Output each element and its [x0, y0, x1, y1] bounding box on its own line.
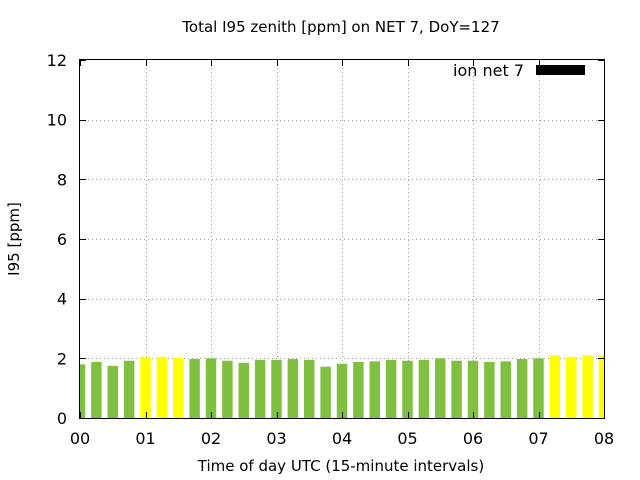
grid [80, 60, 604, 418]
y-axis-label: I95 [ppm] [5, 202, 23, 276]
bar [500, 361, 511, 418]
y-tick-label: 4 [57, 290, 67, 309]
bars [80, 355, 604, 418]
bar [254, 359, 266, 418]
bar [353, 361, 364, 418]
bar [271, 359, 282, 418]
x-tick-label: 07 [528, 429, 548, 448]
bar [369, 361, 380, 418]
x-tick-label: 00 [70, 429, 90, 448]
y-tick-label: 6 [57, 230, 67, 249]
y-tick-label: 8 [57, 170, 67, 189]
bar [304, 359, 315, 418]
legend: ion net 7 [453, 61, 585, 80]
y-tick-label: 0 [57, 409, 67, 428]
bar [205, 358, 217, 418]
bar [582, 355, 593, 418]
x-tick-label: 06 [463, 429, 483, 448]
bar [549, 355, 561, 418]
bar [435, 358, 446, 418]
bar [402, 360, 413, 418]
bar [566, 356, 577, 418]
bar [467, 360, 479, 418]
bar [107, 365, 118, 418]
y-tick-label: 2 [57, 349, 67, 368]
bar [156, 356, 168, 418]
x-tick-label: 03 [266, 429, 286, 448]
legend-label: ion net 7 [453, 61, 524, 80]
plot-frame [79, 59, 605, 419]
bar [533, 358, 544, 418]
bar [287, 358, 299, 418]
x-tick-label: 05 [397, 429, 417, 448]
x-axis-label: Time of day UTC (15-minute intervals) [197, 457, 484, 475]
bar [80, 364, 86, 418]
bar [598, 355, 604, 418]
bar [238, 362, 249, 418]
x-tick-label: 01 [135, 429, 155, 448]
bar [516, 358, 528, 418]
x-tick-label: 04 [332, 429, 352, 448]
bar [320, 366, 331, 418]
x-tick-label: 08 [594, 429, 614, 448]
bar [91, 361, 102, 418]
bar [189, 358, 200, 418]
bar [140, 356, 151, 418]
bar [484, 361, 495, 418]
bar [418, 359, 430, 418]
bar [451, 360, 462, 418]
legend-swatch [536, 65, 585, 75]
bar [123, 360, 135, 418]
x-tick-label: 02 [201, 429, 221, 448]
bar [336, 363, 348, 418]
bar [385, 359, 397, 418]
chart-title: Total I95 zenith [ppm] on NET 7, DoY=127 [181, 18, 499, 36]
bar [173, 357, 184, 418]
y-tick-label: 12 [47, 51, 67, 70]
bar [222, 360, 233, 418]
y-tick-label: 10 [47, 111, 67, 130]
